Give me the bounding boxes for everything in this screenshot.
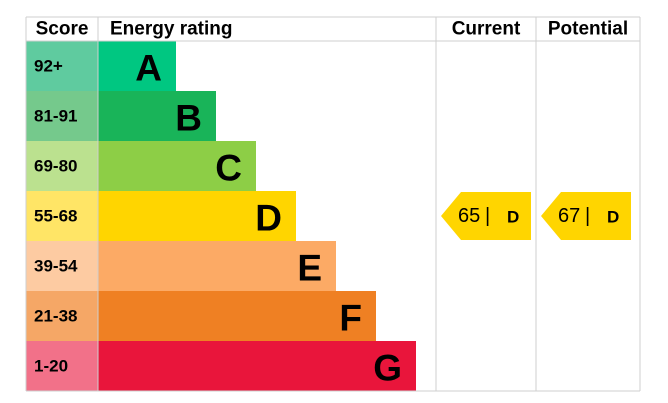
rating-bar [98,41,176,91]
rating-letter: D [255,198,282,239]
rating-bar [98,241,336,291]
score-label: 92+ [34,57,63,76]
score-cell [26,41,98,91]
rating-letter: G [373,348,402,389]
current-separator: | [485,205,490,227]
current-value: 65 [458,205,480,227]
header-rating: Energy rating [110,19,232,40]
current-arrow [441,192,531,240]
header-score: Score [36,19,89,40]
score-label: 55-68 [34,207,77,226]
potential-band: D [607,208,619,227]
score-cell [26,191,98,241]
rating-letter: C [215,148,242,189]
score-label: 39-54 [34,257,78,276]
score-cell [26,291,98,341]
potential-separator: | [585,205,590,227]
score-label: 1-20 [34,357,68,376]
score-cell [26,141,98,191]
score-label: 21-38 [34,307,77,326]
score-cell [26,91,98,141]
current-band: D [507,208,519,227]
rating-letter: A [135,48,162,89]
potential-arrow [541,192,631,240]
rating-bar [98,141,256,191]
rating-bar [98,91,216,141]
potential-value: 67 [558,205,580,227]
rating-bar [98,291,376,341]
header-current: Current [452,19,521,40]
score-label: 81-91 [34,107,77,126]
rating-letter: E [297,248,322,289]
score-cell [26,241,98,291]
rating-letter: F [339,298,362,339]
rating-letter: B [175,98,202,139]
score-cell [26,341,98,391]
score-label: 69-80 [34,157,77,176]
rating-bar [98,191,296,241]
rating-bar [98,341,416,391]
header-potential: Potential [548,19,628,40]
